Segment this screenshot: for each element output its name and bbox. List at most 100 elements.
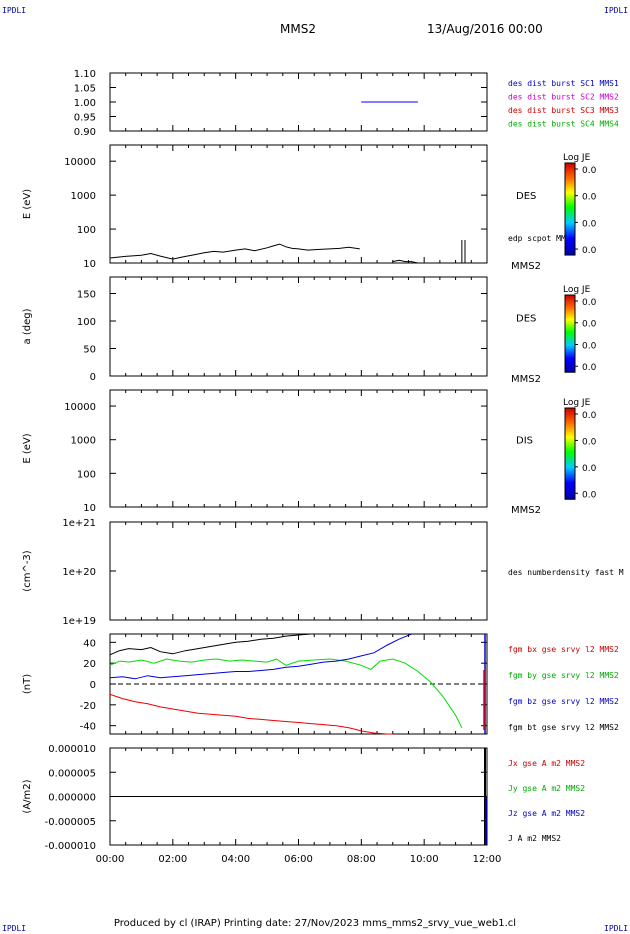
p6-legend-2: fgm bz gse srvy l2 MMS2 xyxy=(508,697,619,706)
p7-ytick-label: -0.000005 xyxy=(45,817,96,828)
p3-ytick-label: 50 xyxy=(83,345,96,356)
p2-colorbar-tick-label: 0.0 xyxy=(582,166,597,176)
p3-colorbar-tick-label: 0.0 xyxy=(582,298,597,308)
p2-series-0 xyxy=(109,243,360,260)
p4-colorbar-tick-label: 0.0 xyxy=(582,490,597,500)
p1-ytick-label: 1.05 xyxy=(74,84,96,95)
p7-ylabel: (A/m2) xyxy=(22,779,33,813)
p1-ytick-label: 0.90 xyxy=(74,127,96,138)
p5-ytick-label: 1e+20 xyxy=(62,567,96,578)
p3-colorbar-title: Log JE xyxy=(563,285,591,295)
p4-ytick-label: 10 xyxy=(83,503,96,514)
p2-ylabel: E (eV) xyxy=(22,189,33,219)
p4-colorbar-title: Log JE xyxy=(563,398,591,408)
p3-ytick-label: 150 xyxy=(77,290,96,301)
p5-ylabel: (cm^-3) xyxy=(22,550,33,591)
x-tick-label: 04:00 xyxy=(221,854,250,865)
p2-series-1 xyxy=(392,259,419,264)
p1-ytick-label: 1.10 xyxy=(74,69,96,80)
p7-legend-0: Jx gse A m2 MMS2 xyxy=(508,759,585,768)
p2-bottom-label: MMS2 xyxy=(511,261,541,272)
p6-series-2 xyxy=(109,633,412,680)
x-tick-label: 02:00 xyxy=(158,854,187,865)
p3-ytick-label: 0 xyxy=(90,372,96,383)
p7-ytick-label: 0.000005 xyxy=(48,768,96,779)
corner-label-bottom-right: IPDLI xyxy=(604,924,629,933)
p3-colorbar-tick-label: 0.0 xyxy=(582,363,597,373)
p2-side-label: DES xyxy=(516,191,536,202)
p7-legend-3: J A m2 MMS2 xyxy=(508,834,561,843)
p4-colorbar-tick-label: 0.0 xyxy=(582,411,597,421)
p4-colorbar-tick-label: 0.0 xyxy=(582,437,597,447)
p4-ytick-label: 100 xyxy=(77,469,96,480)
p2-colorbar-tick-label: 0.0 xyxy=(582,193,597,203)
p3-colorbar-tick-label: 0.0 xyxy=(582,341,597,351)
p4-bottom-label: MMS2 xyxy=(511,505,541,516)
p6-ytick-label: 20 xyxy=(83,659,96,670)
x-tick-label: 06:00 xyxy=(284,854,313,865)
p2-colorbar-title: Log JE xyxy=(563,153,591,163)
p2-ytick-label: 10 xyxy=(83,259,96,270)
p4-ylabel: E (eV) xyxy=(22,433,33,463)
p3-ylabel: a (deg) xyxy=(22,308,33,344)
x-tick-label: 08:00 xyxy=(347,854,376,865)
p1-legend-2: des dist burst SC3 MMS3 xyxy=(508,106,619,115)
p5-ytick-label: 1e+19 xyxy=(62,616,96,627)
footer-credit: Produced by cl (IRAP) Printing date: 27/… xyxy=(113,918,517,929)
p4-colorbar-tick-label: 0.0 xyxy=(582,464,597,474)
date-time-title: 13/Aug/2016 00:00 xyxy=(427,22,543,36)
p2-frame xyxy=(109,144,488,264)
p6-series-0 xyxy=(109,633,330,656)
p1-legend-3: des dist burst SC4 MMS4 xyxy=(508,120,619,129)
p6-series-1 xyxy=(109,658,463,729)
p6-legend-3: fgm bt gse srvy l2 MMS2 xyxy=(508,723,619,732)
p7-ytick-label: 0.000000 xyxy=(48,793,96,804)
p2-colorbar xyxy=(564,162,576,256)
p6-series-3 xyxy=(109,693,393,735)
p5-ytick-label: 1e+21 xyxy=(62,518,96,529)
p7-ytick-label: -0.000010 xyxy=(45,841,96,852)
p6-ytick-label: -40 xyxy=(80,722,96,733)
p6-ytick-label: 40 xyxy=(83,638,96,649)
corner-label-top-right: IPDLI xyxy=(604,6,629,15)
p1-ytick-label: 0.95 xyxy=(74,113,96,124)
p3-colorbar-tick-label: 0.0 xyxy=(582,320,597,330)
p6-legend-1: fgm by gse srvy l2 MMS2 xyxy=(508,671,619,680)
p1-frame xyxy=(109,72,488,132)
p1-ytick-label: 1.00 xyxy=(74,98,96,109)
p2-ytick-label: 1000 xyxy=(71,191,96,202)
p2-ytick-label: 10000 xyxy=(64,157,96,168)
corner-label-bottom-left: IPDLI xyxy=(2,924,27,933)
p3-bottom-label: MMS2 xyxy=(511,374,541,385)
p2-ytick-label: 100 xyxy=(77,225,96,236)
p4-colorbar xyxy=(564,407,576,500)
p2-colorbar-tick-label: 0.0 xyxy=(582,219,597,229)
p2-legend-0: edp scpot MMS2 xyxy=(508,234,576,243)
p4-frame xyxy=(109,389,488,508)
p6-ylabel: (nT) xyxy=(22,674,33,694)
p4-ytick-label: 10000 xyxy=(64,402,96,413)
x-tick-label: 12:00 xyxy=(473,854,502,865)
x-tick-label: 00:00 xyxy=(96,854,125,865)
p3-ytick-label: 100 xyxy=(77,317,96,328)
p7-legend-2: Jz gse A m2 MMS2 xyxy=(508,809,585,818)
p3-frame xyxy=(109,276,488,377)
p6-ytick-label: -20 xyxy=(80,701,96,712)
p3-colorbar xyxy=(564,294,576,373)
p1-legend-0: des dist burst SC1 MMS1 xyxy=(508,79,619,88)
p4-ytick-label: 1000 xyxy=(71,436,96,447)
corner-label-top-left: IPDLI xyxy=(2,6,27,15)
p1-legend-1: des dist burst SC2 MMS2 xyxy=(508,93,619,102)
p5-legend-0: des numberdensity fast M xyxy=(508,568,624,577)
p5-frame xyxy=(109,521,488,621)
p7-legend-1: Jy gse A m2 MMS2 xyxy=(508,784,585,793)
p7-ytick-label: 0.000010 xyxy=(48,744,96,755)
p3-side-label: DES xyxy=(516,314,536,325)
p4-side-label: DIS xyxy=(516,436,533,447)
p6-legend-0: fgm bx gse srvy l2 MMS2 xyxy=(508,645,619,654)
p2-colorbar-tick-label: 0.0 xyxy=(582,246,597,256)
spacecraft-title: MMS2 xyxy=(280,22,316,36)
p6-ytick-label: 0 xyxy=(90,680,96,691)
x-tick-label: 10:00 xyxy=(410,854,439,865)
